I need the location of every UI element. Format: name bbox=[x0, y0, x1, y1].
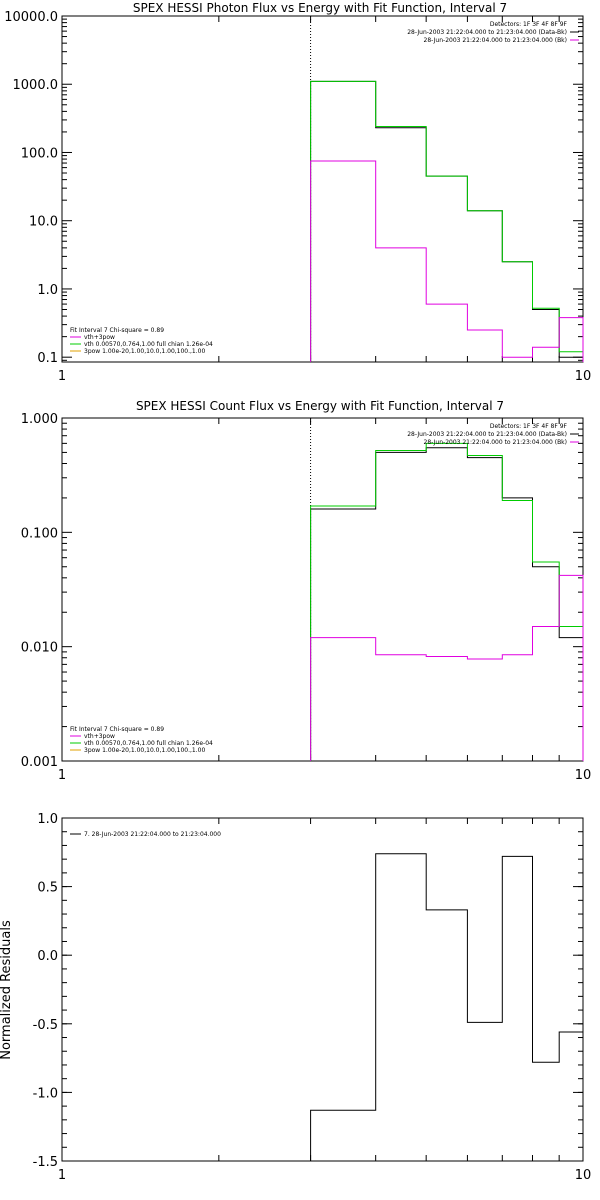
y-tick-label: 1000.0 bbox=[13, 78, 59, 93]
x-tick-label: 10 bbox=[575, 1168, 592, 1183]
photon-flux-panel: SPEX HESSI Photon Flux vs Energy with Fi… bbox=[4, 1, 591, 384]
x-tick-label: 10 bbox=[575, 768, 592, 783]
x-tick-label: 1 bbox=[58, 369, 66, 384]
photon-flux-axes: 0.1 1.0 10.0 100.0 1000.0 10000.0 1 10 bbox=[4, 10, 591, 384]
photon-flux-legend: Fit Interval 7 Chi-square = 0.89vth+3pow… bbox=[70, 327, 213, 355]
residuals-ylabel: Normalized Residuals bbox=[0, 920, 14, 1060]
y-tick-label: -1.5 bbox=[33, 1155, 58, 1170]
y-tick-label: -1.0 bbox=[33, 1086, 58, 1101]
x-tick-label: 1 bbox=[58, 1168, 66, 1183]
y-tick-label: 0.100 bbox=[21, 526, 58, 541]
series-2-step-line bbox=[310, 160, 584, 362]
y-tick-label: 0.5 bbox=[37, 881, 58, 896]
count-flux-frame bbox=[61, 417, 584, 762]
residuals-legend: 7. 28-Jun-2003 21:22:04.000 to 21:23:04.… bbox=[70, 831, 221, 838]
header-line: 28-Jun-2003 21:22:04.000 to 21:23:04.000… bbox=[424, 439, 567, 446]
series-2-step-line bbox=[310, 574, 584, 761]
y-tick-label: 0.001 bbox=[21, 755, 58, 770]
residuals-panel: Normalized Residuals 1.0 0.5 0.0 -0.5 -1.0 -1… bbox=[0, 812, 591, 1183]
y-tick-label: 0.010 bbox=[21, 641, 58, 656]
legend-entry: 7. 28-Jun-2003 21:22:04.000 to 21:23:04.… bbox=[84, 831, 221, 838]
count-flux-series bbox=[310, 418, 584, 761]
legend-entry: vth 0.00570,0.764,1.00 full chian 1.26e-… bbox=[84, 341, 213, 348]
y-tick-label: 1.000 bbox=[21, 412, 58, 427]
series-0-step-line bbox=[310, 853, 583, 1161]
y-tick-label: 1.0 bbox=[37, 283, 58, 298]
y-tick-label: 10000.0 bbox=[4, 10, 58, 25]
legend-entry: Fit Interval 7 Chi-square = 0.89 bbox=[70, 327, 164, 334]
header-line: 28-Jun-2003 21:22:04.000 to 21:23:04.000… bbox=[424, 37, 567, 44]
header-line: 28-Jun-2003 21:22:04.000 to 21:23:04.000… bbox=[407, 29, 567, 36]
y-tick-label: -0.5 bbox=[33, 1018, 58, 1033]
legend-entry: 3pow 1.00e-20,1.00,10.0,1.00,100.,1.00 bbox=[84, 348, 205, 355]
photon-flux-series bbox=[310, 16, 584, 362]
legend-entry: 3pow 1.00e-20,1.00,10.0,1.00,100.,1.00 bbox=[84, 747, 205, 754]
header-line: Detectors: 1F 3F 4F 8F 9F bbox=[490, 21, 568, 28]
residuals-axes: 1.0 0.5 0.0 -0.5 -1.0 -1.51 10 bbox=[33, 812, 592, 1183]
count-flux-panel: SPEX HESSI Count Flux vs Energy with Fit… bbox=[21, 399, 591, 783]
y-tick-label: 100.0 bbox=[21, 146, 58, 161]
x-tick-label: 1 bbox=[58, 768, 66, 783]
legend-entry: Fit Interval 7 Chi-square = 0.89 bbox=[70, 726, 164, 733]
residuals-series bbox=[310, 853, 583, 1161]
count-flux-axes: 0.001 0.010 0.100 1.000 1 10 bbox=[21, 412, 591, 783]
y-tick-label: 0.0 bbox=[37, 949, 58, 964]
series-0-step-line bbox=[310, 80, 584, 362]
photon-flux-title: SPEX HESSI Photon Flux vs Energy with Fi… bbox=[133, 1, 507, 15]
legend-entry: vth 0.00570,0.764,1.00 full chian 1.26e-… bbox=[84, 740, 213, 747]
header-line: Detectors: 1F 3F 4F 8F 9F bbox=[490, 423, 568, 430]
header-line: 28-Jun-2003 21:22:04.000 to 21:23:04.000… bbox=[407, 431, 567, 438]
series-1-step-line bbox=[310, 442, 584, 761]
y-tick-label: 0.1 bbox=[37, 351, 58, 366]
y-tick-label: 10.0 bbox=[29, 215, 58, 230]
residuals-frame bbox=[61, 817, 584, 1162]
count-flux-legend: Fit Interval 7 Chi-square = 0.89vth+3pow… bbox=[70, 726, 213, 754]
photon-flux-frame bbox=[61, 15, 584, 363]
series-1-step-line bbox=[310, 80, 584, 362]
legend-entry: vth+3pow bbox=[84, 733, 115, 740]
x-tick-label: 10 bbox=[575, 369, 592, 384]
series-0-step-line bbox=[310, 447, 584, 761]
y-tick-label: 1.0 bbox=[37, 812, 58, 827]
count-flux-title: SPEX HESSI Count Flux vs Energy with Fit… bbox=[136, 399, 504, 413]
legend-entry: vth+3pow bbox=[84, 334, 115, 341]
